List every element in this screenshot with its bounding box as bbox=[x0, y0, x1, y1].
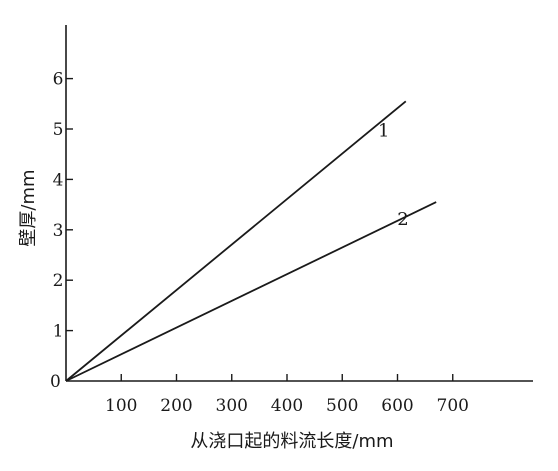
y-axis-title: 壁厚/mm bbox=[18, 169, 39, 246]
series-lines bbox=[65, 100, 437, 382]
y-tick-label: 3 bbox=[53, 221, 64, 241]
y-tick-label: 4 bbox=[53, 170, 64, 190]
x-tick-label: 300 bbox=[216, 396, 248, 416]
x-tick-label: 600 bbox=[381, 396, 413, 416]
y-tick-label: 5 bbox=[53, 120, 64, 140]
y-tick-label: 1 bbox=[53, 322, 64, 342]
ticks bbox=[66, 77, 454, 381]
series-label-2: 2 bbox=[397, 209, 408, 230]
x-axis-title: 从浇口起的料流长度/mm bbox=[190, 431, 393, 452]
series-labels: 12 bbox=[378, 121, 409, 230]
series-line-2 bbox=[65, 201, 437, 382]
axes bbox=[65, 25, 533, 382]
x-tick-label: 500 bbox=[326, 396, 358, 416]
x-tick-label: 400 bbox=[271, 396, 303, 416]
y-tick-label: 2 bbox=[53, 271, 64, 291]
x-tick-label: 200 bbox=[160, 396, 192, 416]
y-tick-label: 6 bbox=[53, 70, 64, 90]
series-label-1: 1 bbox=[378, 121, 389, 142]
origin-label: 0 bbox=[50, 372, 61, 392]
series-line-1 bbox=[65, 100, 407, 382]
x-tick-label: 100 bbox=[105, 396, 137, 416]
x-tick-label: 700 bbox=[437, 396, 469, 416]
